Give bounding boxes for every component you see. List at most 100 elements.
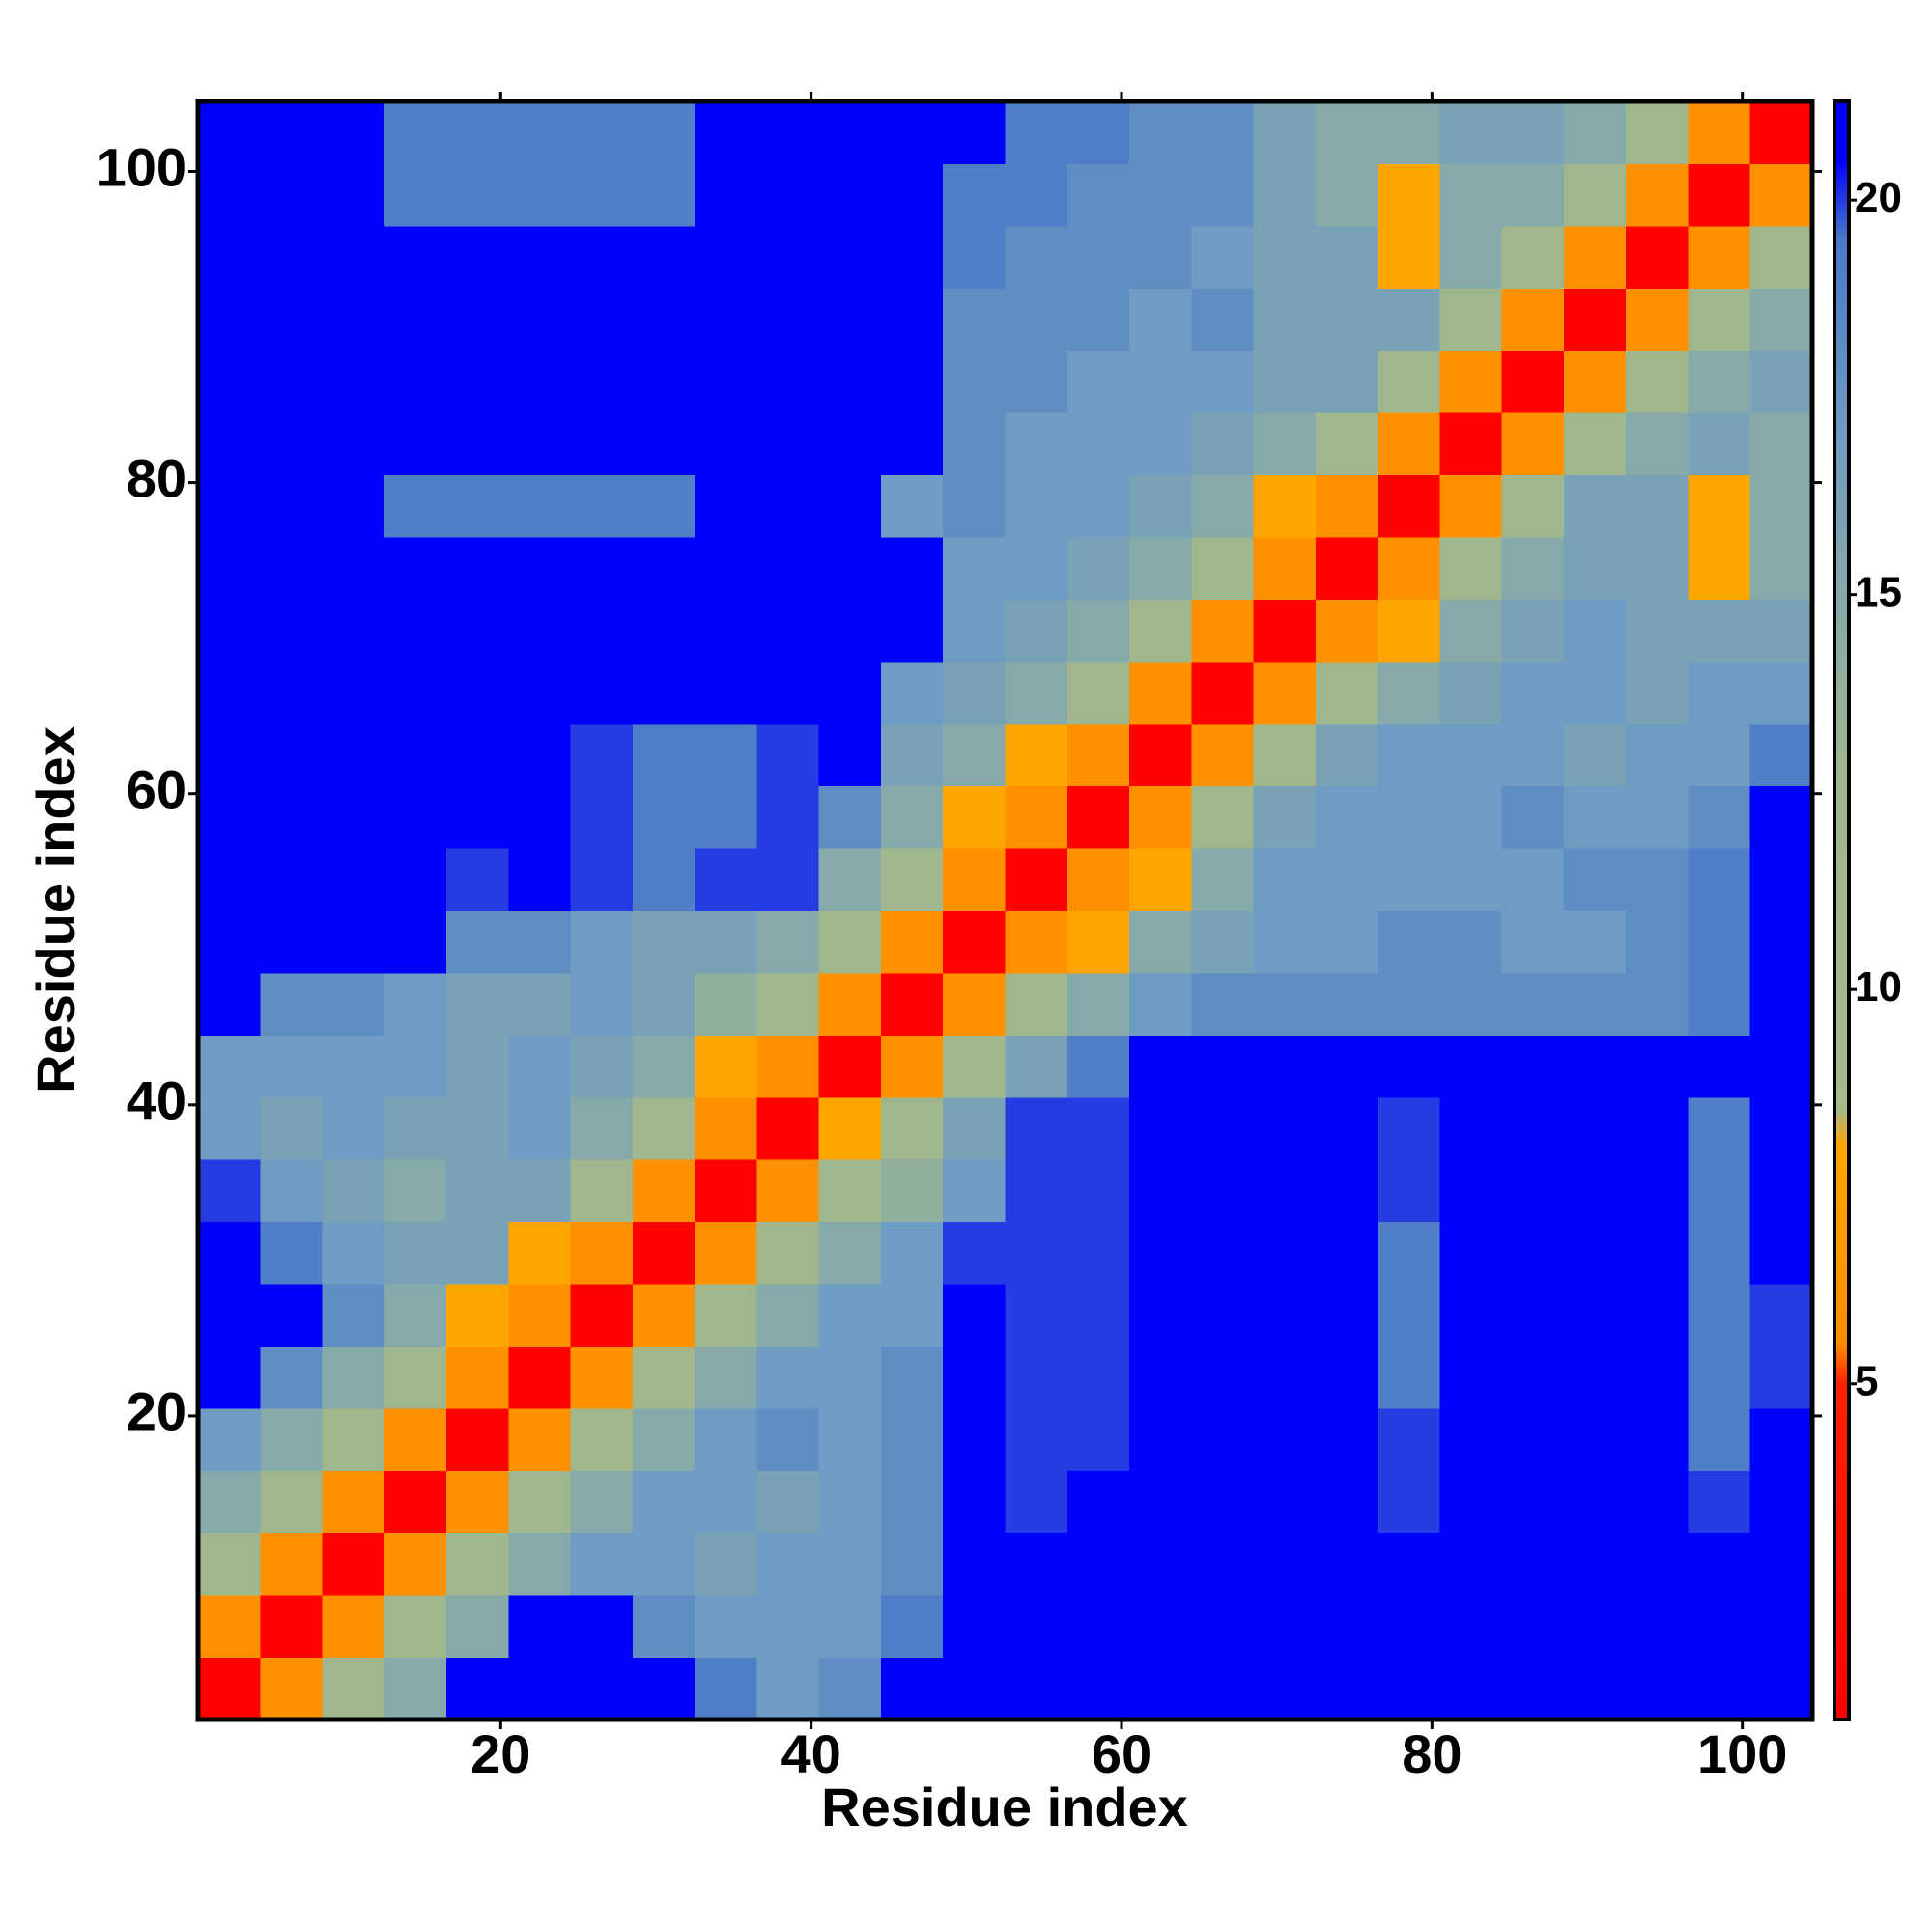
- cell: [322, 288, 385, 352]
- cell: [1439, 1346, 1503, 1409]
- cell: [1129, 1657, 1192, 1720]
- cell: [756, 972, 820, 1036]
- cell: [1688, 1346, 1751, 1409]
- cell: [1066, 1284, 1130, 1347]
- cell: [570, 1159, 634, 1223]
- cell: [508, 288, 572, 352]
- cell: [1626, 724, 1689, 787]
- cell: [260, 785, 324, 849]
- cell: [322, 1657, 385, 1720]
- cell: [1005, 350, 1068, 413]
- cell: [1688, 350, 1751, 413]
- cell: [260, 1035, 324, 1098]
- cell: [1005, 1532, 1068, 1596]
- cell: [1378, 163, 1440, 227]
- cell: [695, 350, 757, 413]
- cell: [446, 1407, 509, 1471]
- cell: [1688, 225, 1751, 289]
- cell: [1626, 1407, 1689, 1471]
- cell: [260, 288, 324, 352]
- cell: [508, 599, 572, 663]
- cell: [446, 661, 509, 724]
- cell: [1315, 1096, 1378, 1160]
- cell: [1563, 1346, 1627, 1409]
- cell: [1439, 1470, 1503, 1534]
- cell: [384, 910, 447, 974]
- cell: [1378, 599, 1440, 663]
- cell: [1749, 972, 1813, 1036]
- cell: [508, 1470, 572, 1534]
- cell: [1253, 972, 1317, 1036]
- cell: [818, 101, 882, 164]
- cell: [632, 1035, 696, 1098]
- cell: [1005, 910, 1068, 974]
- cell: [1501, 1470, 1565, 1534]
- cell: [1563, 1595, 1627, 1659]
- cell: [1191, 785, 1255, 849]
- cell: [1563, 1532, 1627, 1596]
- cell: [198, 1595, 261, 1659]
- cell: [880, 1096, 944, 1160]
- cell: [1626, 599, 1689, 663]
- cell: [1066, 785, 1130, 849]
- cell: [1688, 848, 1751, 911]
- cell: [1688, 288, 1751, 352]
- cell: [632, 1284, 696, 1347]
- cell: [1439, 848, 1503, 911]
- cell: [570, 1346, 634, 1409]
- cell: [1749, 661, 1813, 724]
- cell: [1501, 1096, 1565, 1160]
- cell: [1749, 599, 1813, 663]
- cell: [198, 225, 261, 289]
- cell: [943, 1221, 1006, 1285]
- cell: [1439, 474, 1503, 538]
- cell: [818, 288, 882, 352]
- cell: [1129, 1096, 1192, 1160]
- cell: [1066, 1096, 1130, 1160]
- cell: [446, 1035, 509, 1098]
- cell: [880, 1657, 944, 1720]
- cell: [446, 163, 509, 227]
- y-tick-label: 60: [127, 759, 186, 820]
- cell: [198, 724, 261, 787]
- cell: [632, 1159, 696, 1223]
- cell: [1191, 1595, 1255, 1659]
- cell: [260, 163, 324, 227]
- cell: [508, 474, 572, 538]
- cell: [1066, 163, 1130, 227]
- cell: [446, 1096, 509, 1160]
- y-tick-label: 80: [127, 447, 186, 508]
- cell: [570, 474, 634, 538]
- cell: [198, 1532, 261, 1596]
- cell: [508, 1657, 572, 1720]
- cell: [570, 163, 634, 227]
- cell: [632, 1096, 696, 1160]
- cell: [322, 972, 385, 1036]
- cell: [1253, 661, 1317, 724]
- cell: [880, 599, 944, 663]
- cell: [1378, 1657, 1440, 1720]
- cell: [818, 1407, 882, 1471]
- cell: [322, 1159, 385, 1223]
- cell: [1749, 848, 1813, 911]
- y-tick-label: 100: [97, 136, 186, 197]
- cell: [943, 350, 1006, 413]
- cell: [756, 288, 820, 352]
- cell: [1626, 536, 1689, 600]
- cell: [570, 1595, 634, 1659]
- cell: [1253, 1532, 1317, 1596]
- cell: [1439, 599, 1503, 663]
- cell: [1191, 661, 1255, 724]
- cell: [1315, 350, 1378, 413]
- cell: [943, 1284, 1006, 1347]
- cell: [1749, 1470, 1813, 1534]
- cell: [1129, 724, 1192, 787]
- cell: [818, 163, 882, 227]
- cell: [1749, 724, 1813, 787]
- cell: [384, 972, 447, 1036]
- cell: [818, 661, 882, 724]
- cell: [1439, 724, 1503, 787]
- cell: [756, 1284, 820, 1347]
- cell: [1005, 1595, 1068, 1659]
- cell: [570, 724, 634, 787]
